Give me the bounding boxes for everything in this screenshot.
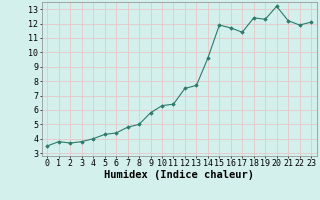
- X-axis label: Humidex (Indice chaleur): Humidex (Indice chaleur): [104, 170, 254, 180]
